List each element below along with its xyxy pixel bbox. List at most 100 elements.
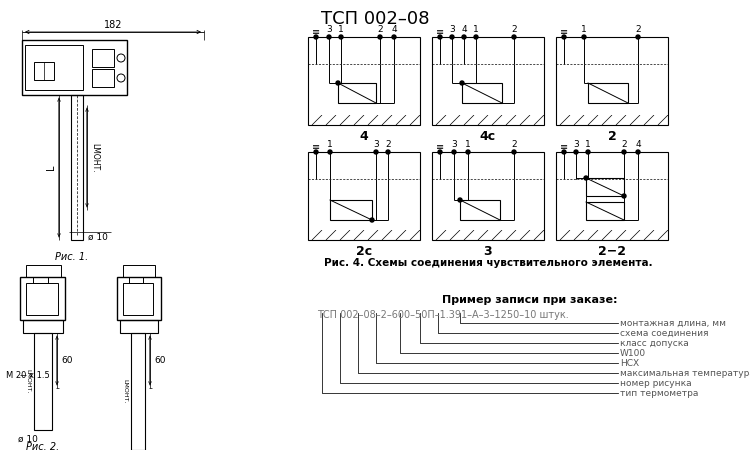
Bar — [588, 83, 628, 103]
Text: L: L — [46, 165, 56, 170]
Text: схема соединения: схема соединения — [620, 328, 709, 338]
Bar — [20, 277, 65, 320]
Text: ø 10: ø 10 — [88, 233, 108, 242]
Text: 2c: 2c — [356, 245, 372, 258]
Text: M 20 x 1.5: M 20 x 1.5 — [6, 370, 50, 379]
Text: 3: 3 — [326, 25, 332, 34]
Text: 4: 4 — [360, 130, 368, 143]
Text: НСХ: НСХ — [620, 359, 639, 368]
Text: 2: 2 — [512, 140, 517, 149]
Text: 1: 1 — [465, 140, 471, 149]
Text: LМОНТ.: LМОНТ. — [26, 369, 31, 394]
Bar — [131, 333, 145, 450]
Bar — [34, 62, 54, 80]
Text: тип термометра: тип термометра — [620, 388, 698, 397]
Text: 1: 1 — [473, 25, 478, 34]
Text: 182: 182 — [104, 20, 122, 30]
Circle shape — [574, 150, 578, 154]
Text: 4: 4 — [392, 25, 397, 34]
Bar — [71, 95, 83, 240]
Text: 4c: 4c — [480, 130, 496, 143]
Circle shape — [370, 218, 374, 222]
Circle shape — [327, 35, 331, 39]
Bar — [462, 83, 502, 103]
Text: ≡: ≡ — [436, 142, 444, 152]
Text: 2: 2 — [386, 140, 391, 149]
Text: LМОНТ.: LМОНТ. — [90, 143, 99, 172]
Text: Пример записи при заказе:: Пример записи при заказе: — [442, 295, 618, 305]
Text: 3: 3 — [452, 140, 457, 149]
Circle shape — [562, 35, 566, 39]
Circle shape — [378, 35, 382, 39]
Bar — [26, 265, 61, 277]
Text: ≡: ≡ — [312, 142, 320, 152]
Bar — [586, 202, 624, 220]
Bar — [22, 40, 127, 95]
Circle shape — [582, 35, 586, 39]
Circle shape — [584, 176, 588, 180]
Text: Рис. 4. Схемы соединения чувствительного элемента.: Рис. 4. Схемы соединения чувствительного… — [324, 258, 652, 268]
Text: 4: 4 — [461, 25, 466, 34]
Text: Рис. 2.: Рис. 2. — [26, 442, 60, 450]
Text: Рис. 1.: Рис. 1. — [56, 252, 88, 262]
Text: 3: 3 — [484, 245, 492, 258]
Bar — [26, 283, 58, 315]
Bar — [92, 49, 114, 67]
Text: монтажная длина, мм: монтажная длина, мм — [620, 319, 726, 328]
Text: 2: 2 — [512, 25, 517, 34]
Circle shape — [386, 150, 390, 154]
Text: 60: 60 — [61, 356, 73, 365]
Bar — [556, 152, 668, 240]
Circle shape — [374, 150, 378, 154]
Bar — [460, 200, 500, 220]
Text: ≡: ≡ — [312, 27, 320, 37]
Bar — [123, 283, 153, 315]
Text: 2−2: 2−2 — [598, 245, 626, 258]
Text: 60: 60 — [154, 356, 166, 365]
Text: 2: 2 — [608, 130, 616, 143]
Text: 2: 2 — [377, 25, 382, 34]
Text: 1: 1 — [585, 140, 591, 149]
Circle shape — [512, 35, 516, 39]
Circle shape — [460, 81, 464, 85]
Circle shape — [458, 198, 462, 202]
Circle shape — [392, 35, 396, 39]
Circle shape — [636, 150, 640, 154]
Circle shape — [450, 35, 454, 39]
Text: 3: 3 — [449, 25, 454, 34]
Bar — [556, 37, 668, 125]
Circle shape — [622, 150, 626, 154]
Circle shape — [452, 150, 456, 154]
Bar — [25, 45, 83, 90]
Circle shape — [466, 150, 470, 154]
Circle shape — [586, 150, 590, 154]
Text: ≡: ≡ — [560, 27, 568, 37]
Text: W100: W100 — [620, 348, 646, 357]
Bar — [34, 333, 52, 430]
Text: ТСП 002–08–2–600–50П–1.391–А–3–1250–10 штук.: ТСП 002–08–2–600–50П–1.391–А–3–1250–10 ш… — [317, 310, 568, 320]
Text: максимальная температура: максимальная температура — [620, 369, 750, 378]
Bar — [123, 265, 155, 277]
Bar — [432, 37, 544, 125]
Bar — [586, 178, 624, 196]
Text: 1: 1 — [327, 140, 333, 149]
Bar — [23, 320, 63, 333]
Text: ø 10: ø 10 — [18, 435, 38, 444]
Text: LМОНТ.: LМОНТ. — [122, 379, 128, 404]
Circle shape — [314, 35, 318, 39]
Text: номер рисунка: номер рисунка — [620, 378, 692, 387]
Text: 3: 3 — [374, 140, 379, 149]
Text: ≡: ≡ — [436, 27, 444, 37]
Bar — [330, 200, 372, 220]
Bar — [117, 277, 161, 320]
Circle shape — [622, 194, 626, 198]
Text: 3: 3 — [573, 140, 579, 149]
Bar — [308, 152, 420, 240]
Bar — [308, 37, 420, 125]
Circle shape — [636, 35, 640, 39]
Circle shape — [512, 150, 516, 154]
Circle shape — [438, 150, 442, 154]
Circle shape — [474, 35, 478, 39]
Circle shape — [562, 150, 566, 154]
Text: ≡: ≡ — [560, 142, 568, 152]
